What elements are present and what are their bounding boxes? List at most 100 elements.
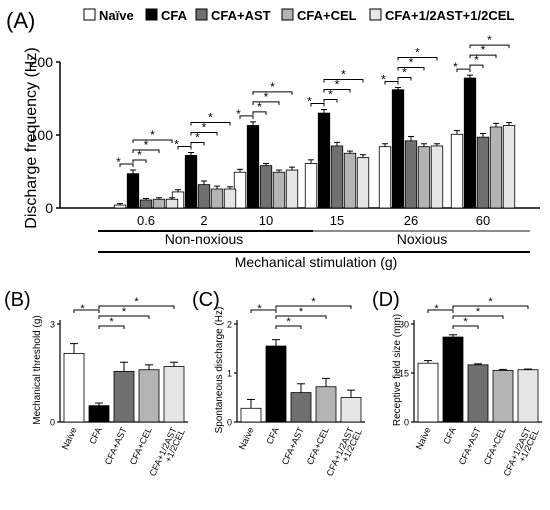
panel-c-bar: [265, 345, 287, 423]
panel-c-sig-bracket: [275, 325, 302, 329]
panel-c-sig-star: *: [286, 316, 291, 328]
panel-a-bar: [356, 157, 370, 209]
panel-b-sig-bracket: [98, 325, 125, 329]
panel-b-x-tick-label-3: CFA+CEL: [128, 426, 154, 467]
panel-a-bar: [197, 184, 211, 209]
panel-b-bar: [163, 366, 185, 423]
panel-a-bar: [210, 188, 224, 209]
panel-a-sig-star: *: [341, 67, 346, 81]
panel-a-sig-star: *: [335, 77, 340, 91]
legend-label-0: Naïve: [99, 8, 134, 23]
panel-a-sig-bracket: [323, 78, 364, 83]
panel-c-sig-star: *: [311, 296, 316, 308]
panel-d-y-tick-label-0: 0: [404, 418, 409, 428]
panel-c-sig-star: *: [257, 303, 262, 315]
panel-a-bar: [476, 136, 490, 209]
panel-d-sig-star: *: [463, 316, 468, 328]
panel-c-y-tick-label-1: 1: [227, 369, 232, 379]
panel-c-y-tick-label-2: 2: [227, 320, 232, 330]
panel-d-y-tick-label-1: 15: [399, 369, 409, 379]
panel-a-sig-star: *: [270, 80, 275, 94]
panel-a-sig-bracket: [384, 81, 399, 85]
panel-a-bar: [430, 145, 444, 209]
panel-a-sig-star: *: [328, 87, 333, 101]
panel-d-x-tick-label-3: CFA+CEL: [482, 426, 508, 467]
panel-c-sig-star: *: [299, 306, 304, 318]
panel-a-sig-star: *: [144, 138, 149, 152]
panel-d-label: (D): [372, 289, 400, 311]
panel-a-sig-star: *: [174, 138, 179, 152]
panel-b-bar: [63, 352, 85, 423]
panel-a-bar: [463, 77, 477, 209]
panel-b-sig-star: *: [122, 306, 127, 318]
panel-d-x-tick-label-0: Naïve: [414, 426, 433, 452]
panel-a-sig-bracket: [469, 44, 510, 49]
panel-c-label: (C): [192, 289, 220, 311]
panel-a-sig-star: *: [307, 94, 312, 108]
panel-d-y-axis-label: Receptive field size (mm): [392, 314, 403, 426]
panel-d-sig-star: *: [476, 306, 481, 318]
panel-c-sig-bracket: [275, 315, 327, 319]
panel-c-x-tick-label-2: CFA+AST: [280, 425, 306, 466]
panel-a-x-tick-label-0: 0.6: [137, 213, 155, 228]
panel-a-x-tick-label-3: 15: [330, 213, 344, 228]
legend-swatch-1: [145, 8, 158, 21]
panel-a-sig-bracket: [252, 101, 280, 105]
panel-a-bar: [317, 112, 331, 209]
panel-a-sig-star: *: [402, 66, 407, 80]
panel-b-x-tick-label-2: CFA+AST: [103, 425, 129, 466]
panel-a-sig-bracket: [397, 77, 412, 81]
panel-a-bar: [152, 198, 166, 209]
panel-a-bar: [165, 198, 179, 209]
panel-c-y-tick-label-0: 0: [227, 418, 232, 428]
panel-c-bar: [315, 386, 337, 423]
panel-a-sig-star: *: [415, 46, 420, 60]
panel-a-sig-bracket: [456, 68, 471, 73]
panel-a-sig-star: *: [137, 148, 142, 162]
panel-b-sig-star: *: [109, 316, 114, 328]
panel-d-bar: [442, 336, 464, 423]
panel-a-sig-bracket: [190, 132, 218, 136]
legend-swatch-0: [83, 8, 96, 21]
panel-a-sig-star: *: [474, 53, 479, 67]
panel-a-sig-bracket: [252, 111, 267, 115]
panel-a-bar: [378, 146, 392, 209]
legend-label-1: CFA: [161, 8, 188, 23]
panel-a-x-tick-label-5: 60: [476, 213, 490, 228]
panel-a-sig-bracket: [177, 146, 192, 150]
panel-a-bar: [343, 152, 357, 209]
panel-d-sig-star: *: [434, 303, 439, 315]
panel-b-bar: [88, 405, 110, 423]
panel-a-sig-bracket: [323, 88, 351, 93]
panel-a-bar: [450, 133, 464, 209]
panel-a-bar: [417, 146, 431, 209]
panel-a-sig-star: *: [150, 128, 155, 142]
panel-a-y-tick-label-1: 100: [30, 127, 54, 143]
panel-b-sig-bracket: [73, 309, 100, 313]
panel-a-sig-star: *: [409, 56, 414, 70]
panel-c-x-tick-label-0: Naïve: [237, 426, 256, 452]
panel-c-sig-bracket: [250, 309, 277, 313]
panel-a-sig-bracket: [190, 122, 231, 126]
panel-a-bar: [391, 89, 405, 209]
panel-a-sig-star: *: [208, 111, 213, 125]
panel-a-sig-bracket: [239, 115, 254, 119]
panel-b-sig-star: *: [134, 296, 139, 308]
panel-c-bar: [290, 392, 312, 423]
panel-d-x-tick-label-2: CFA+AST: [457, 425, 483, 466]
panel-c-bar: [240, 407, 262, 423]
panel-a-sig-bracket: [469, 64, 484, 69]
panel-a-bar: [139, 199, 153, 209]
panel-d-sig-bracket: [452, 305, 529, 309]
range-label-noxious: Noxious: [397, 231, 448, 247]
panel-a-sig-star: *: [487, 33, 492, 47]
panel-a-sig-star: *: [202, 121, 207, 135]
legend-swatch-4: [369, 8, 382, 21]
legend-swatch-3: [281, 8, 294, 21]
panel-a-label: (A): [6, 8, 35, 33]
panel-a-bar: [272, 171, 286, 209]
panel-a-bar: [304, 163, 318, 209]
panel-a-sig-star: *: [453, 60, 458, 74]
panel-c-sig-bracket: [275, 305, 352, 309]
panel-a-sig-bracket: [310, 102, 325, 107]
